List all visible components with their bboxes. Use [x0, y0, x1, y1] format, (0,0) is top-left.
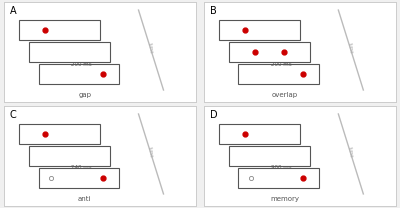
Bar: [219, 20, 300, 40]
Text: D: D: [210, 110, 217, 120]
Bar: [29, 146, 110, 166]
Bar: [29, 42, 110, 62]
Text: time: time: [346, 42, 353, 54]
Text: time: time: [346, 146, 353, 158]
Bar: [238, 168, 319, 188]
Text: 200 ms: 200 ms: [71, 62, 92, 67]
Bar: [38, 64, 119, 84]
Bar: [238, 64, 319, 84]
Bar: [38, 168, 119, 188]
Text: A: A: [10, 6, 16, 16]
Bar: [19, 124, 100, 144]
Text: overlap: overlap: [272, 92, 298, 98]
Bar: [219, 124, 300, 144]
Text: C: C: [10, 110, 16, 120]
Bar: [229, 42, 310, 62]
Bar: [19, 20, 100, 40]
Text: 900 ms: 900 ms: [271, 165, 291, 170]
Text: B: B: [210, 6, 216, 16]
Bar: [229, 146, 310, 166]
Text: time: time: [147, 42, 154, 54]
Text: 240 ms: 240 ms: [71, 165, 92, 170]
Text: gap: gap: [78, 92, 91, 98]
Text: anti: anti: [78, 196, 92, 202]
Text: 200 ms: 200 ms: [271, 62, 291, 67]
Text: memory: memory: [270, 196, 299, 202]
Text: time: time: [147, 146, 154, 158]
